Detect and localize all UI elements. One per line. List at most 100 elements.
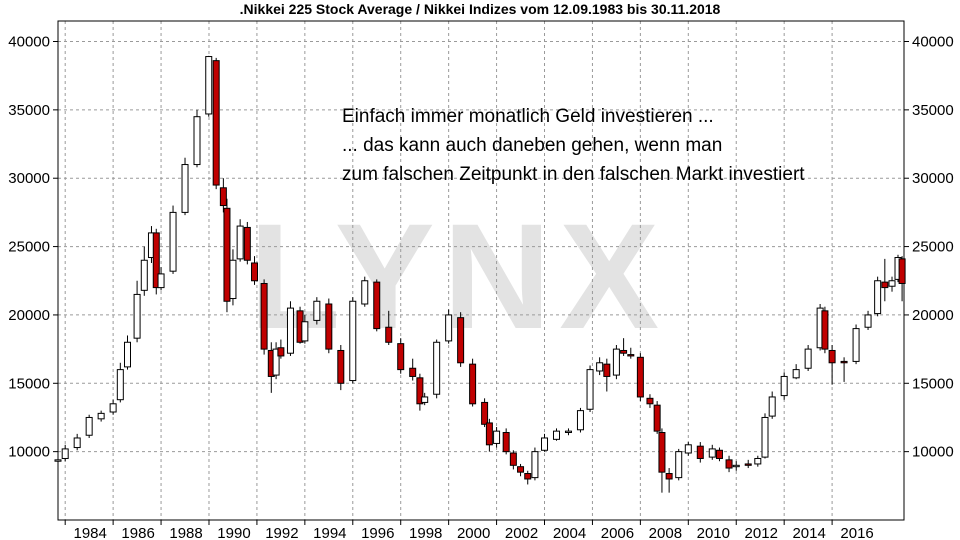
candle-body — [888, 280, 896, 287]
candle-body — [596, 362, 604, 372]
candle-body — [828, 349, 836, 364]
candle-body — [524, 473, 532, 480]
candle-body — [325, 303, 333, 350]
candle-body — [152, 232, 160, 289]
x-tick-label: 2016 — [840, 525, 873, 540]
y-tick-label: 40000 — [912, 34, 954, 51]
candle-body — [665, 473, 673, 480]
candle-body — [627, 354, 635, 357]
candle-body — [445, 314, 453, 342]
candle-body — [646, 397, 654, 405]
candle-body — [124, 341, 132, 368]
candle-body — [337, 349, 345, 384]
x-tick-label: 2002 — [505, 525, 538, 540]
candle-body — [140, 259, 148, 291]
candle-body — [603, 363, 611, 377]
x-tick-label: 1988 — [169, 525, 202, 540]
y-axis-right: 10000 15000 20000 25000 30000 35000 40000 — [904, 34, 954, 461]
candle-body — [373, 281, 381, 330]
candle-body — [272, 348, 280, 376]
candle-body — [768, 396, 776, 417]
candle-body — [821, 310, 829, 350]
candle-body — [898, 258, 906, 284]
candle-body — [433, 341, 441, 395]
candle-body — [416, 377, 424, 405]
x-tick-label: 2000 — [457, 525, 490, 540]
y-tick-label: 40000 — [8, 34, 50, 51]
candle-body — [517, 466, 525, 473]
candle-body — [493, 430, 501, 444]
y-tick-label: 20000 — [8, 307, 50, 324]
y-tick-label: 20000 — [912, 307, 954, 324]
x-tick-label: 2012 — [745, 525, 778, 540]
y-tick-label: 30000 — [8, 170, 50, 187]
candle-body — [708, 448, 716, 458]
y-tick-label: 35000 — [8, 102, 50, 119]
candle-body — [658, 432, 666, 473]
candle-body — [397, 343, 405, 371]
candle-body — [243, 226, 251, 261]
y-tick-label: 25000 — [8, 239, 50, 256]
x-tick-label: 2006 — [601, 525, 634, 540]
annotation-line: ... das kann auch daneben gehen, wenn ma… — [342, 135, 722, 156]
x-tick-label: 1998 — [409, 525, 442, 540]
annotation: Einfach immer monatlich Geld investieren… — [342, 106, 805, 185]
candle-body — [457, 317, 465, 364]
candle-body — [301, 321, 309, 342]
candle-body — [223, 207, 231, 302]
candle-body — [61, 448, 69, 459]
candle-body — [725, 459, 733, 469]
candle-body — [744, 463, 752, 466]
candle-body — [229, 259, 237, 300]
candle-body — [874, 280, 882, 315]
candle-body — [85, 416, 93, 436]
candle-body — [54, 459, 62, 462]
candle-body — [193, 116, 201, 166]
candle-body — [73, 437, 81, 449]
annotation-line: zum falschen Zeitpunkt in den falschen M… — [342, 164, 805, 185]
candle-body — [653, 404, 661, 432]
candle-body — [169, 211, 177, 272]
candle-body — [715, 449, 723, 459]
candle-body — [840, 360, 848, 364]
annotation-line: Einfach immer monatlich Geld investieren… — [342, 106, 714, 127]
candle-body — [636, 356, 644, 398]
candle-body — [509, 452, 517, 466]
x-tick-label: 1996 — [361, 525, 394, 540]
candle-body — [260, 282, 268, 350]
candle-body — [481, 401, 489, 425]
candle-body — [277, 347, 285, 357]
candle-body — [531, 451, 539, 479]
candle-body — [109, 403, 117, 413]
candle-body — [97, 412, 105, 420]
candle-body — [421, 396, 429, 403]
candle-body — [792, 369, 800, 379]
candle-body — [620, 349, 628, 354]
candle-body — [361, 280, 369, 305]
candle-body — [696, 445, 704, 459]
x-tick-label: 2014 — [792, 525, 825, 540]
x-tick-label: 1984 — [74, 525, 107, 540]
y-tick-label: 30000 — [912, 170, 954, 187]
x-tick-label: 2004 — [553, 525, 586, 540]
candle-body — [502, 432, 510, 453]
candle-body — [881, 281, 889, 289]
candle-body — [349, 300, 357, 382]
candle-body — [804, 348, 812, 369]
x-axis: 1984 1986 1988 1990 1992 1994 1996 1998 2000 2002… — [64, 520, 874, 540]
candle-body — [485, 422, 493, 446]
y-tick-label: 15000 — [912, 375, 954, 392]
candle-body — [116, 369, 124, 401]
candle-body — [469, 363, 477, 405]
candle-body — [251, 262, 259, 282]
candle-body — [541, 437, 549, 451]
x-tick-label: 2010 — [697, 525, 730, 540]
y-tick-label: 10000 — [912, 444, 954, 461]
candle-body — [212, 60, 220, 186]
candle-body — [552, 430, 560, 440]
candle-body — [181, 164, 189, 213]
watermark-group: LYNX — [249, 192, 659, 360]
y-tick-label: 35000 — [912, 102, 954, 119]
candles — [54, 55, 906, 493]
